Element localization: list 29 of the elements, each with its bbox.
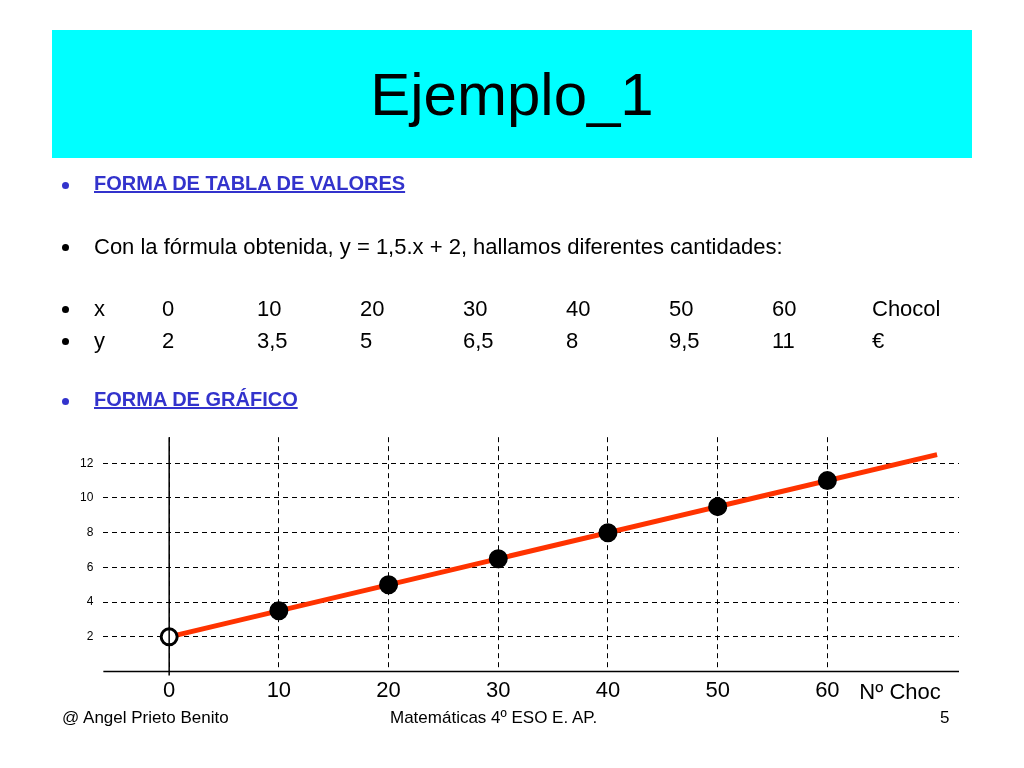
text: @ Angel Prieto Benito (62, 708, 229, 728)
x-tick-label: 50 (705, 676, 730, 702)
y-tick-label: 10 (79, 490, 94, 505)
x-tick-label: 40 (595, 676, 621, 702)
x-tick-label: 10 (266, 676, 292, 702)
chart-title: Ejemplo_1 (52, 30, 972, 158)
point (379, 575, 399, 595)
y-tick-label: 4 (86, 594, 94, 609)
y-tick-label: 8 (86, 525, 94, 540)
text: FORMA DE TABLA DE VALORES (93, 172, 406, 195)
x-tick-label: 20 (376, 676, 401, 702)
text: Con la fórmula obtenida, y = 1,5.x + 2, hallamos diferentes cantidades: (93, 234, 783, 260)
point (817, 471, 837, 491)
x-axis-title: Nº Choc (859, 678, 941, 704)
x-tick-label: 0 (163, 676, 176, 702)
y-tick-label: 2 (86, 629, 94, 644)
point (488, 549, 508, 569)
text: FORMA DE GRÁFICO (93, 388, 298, 411)
point (269, 601, 289, 621)
text: 5 (940, 708, 950, 728)
y-tick-label: 12 (79, 455, 94, 470)
point (598, 523, 618, 543)
text: y 2 3,5 5 6,5 8 9,5 11 € (94, 328, 885, 353)
point (708, 497, 728, 517)
y-tick-label: 6 (86, 559, 94, 574)
text: Matemáticas 4º ESO E. AP. (390, 708, 598, 728)
x-tick-label: 60 (815, 676, 840, 702)
x-tick-label: 30 (486, 676, 511, 702)
text: x 0 10 20 30 40 50 60 Chocol (94, 296, 941, 321)
